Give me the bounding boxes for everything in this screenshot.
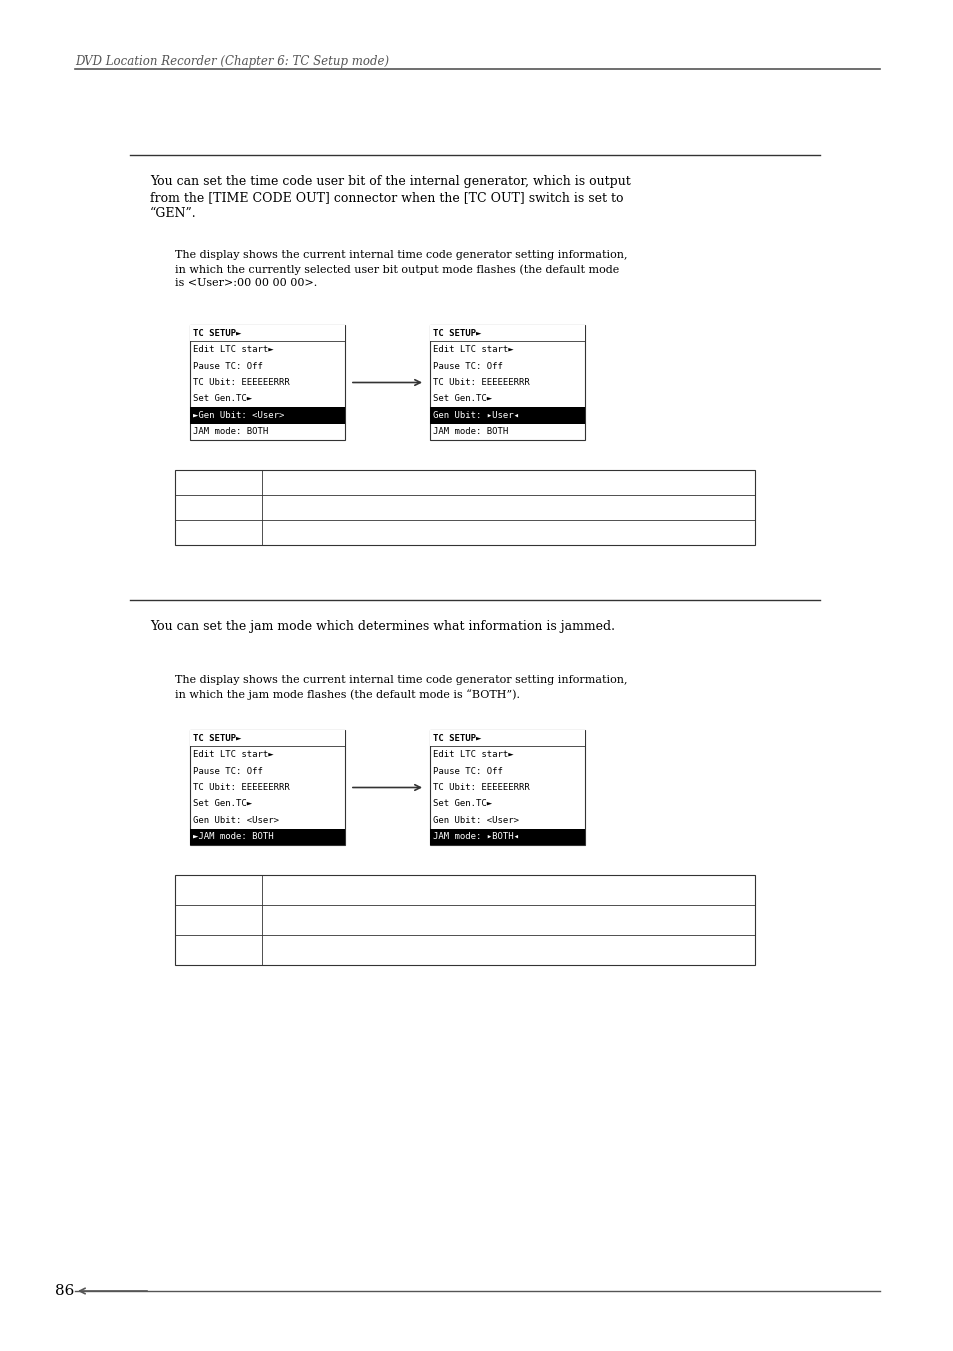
Bar <box>190 407 345 424</box>
Text: You can set the time code user bit of the internal generator, which is output: You can set the time code user bit of th… <box>150 176 630 188</box>
Bar <box>430 730 584 747</box>
Text: in which the jam mode flashes (the default mode is “BOTH”).: in which the jam mode flashes (the defau… <box>174 689 519 700</box>
Text: in which the currently selected user bit output mode flashes (the default mode: in which the currently selected user bit… <box>174 263 618 274</box>
Text: The display shows the current internal time code generator setting information,: The display shows the current internal t… <box>174 676 627 685</box>
Text: Gen Ubit: <User>: Gen Ubit: <User> <box>433 816 518 825</box>
Text: Pause TC: Off: Pause TC: Off <box>193 766 263 775</box>
Text: Gen Ubit: <User>: Gen Ubit: <User> <box>193 816 278 825</box>
Text: TC SETUP►: TC SETUP► <box>193 734 241 743</box>
Text: JAM mode: BOTH: JAM mode: BOTH <box>433 427 508 436</box>
Text: TC SETUP►: TC SETUP► <box>433 734 481 743</box>
Text: You can set the jam mode which determines what information is jammed.: You can set the jam mode which determine… <box>150 620 615 634</box>
Text: Set Gen.TC►: Set Gen.TC► <box>193 394 252 404</box>
Bar <box>174 470 754 544</box>
Text: Edit LTC start►: Edit LTC start► <box>193 345 274 354</box>
Text: TC Ubit: EEEEEERRR: TC Ubit: EEEEEERRR <box>193 784 290 792</box>
Bar <box>430 828 584 844</box>
Text: Pause TC: Off: Pause TC: Off <box>193 362 263 370</box>
Bar <box>430 730 584 844</box>
Bar <box>174 875 754 965</box>
Text: TC Ubit: EEEEEERRR: TC Ubit: EEEEEERRR <box>433 784 529 792</box>
Text: DVD Location Recorder (Chapter 6: TC Setup mode): DVD Location Recorder (Chapter 6: TC Set… <box>75 55 389 68</box>
Text: Gen Ubit: ▸User◂: Gen Ubit: ▸User◂ <box>433 411 518 420</box>
Text: TC SETUP►: TC SETUP► <box>433 328 481 338</box>
Bar <box>430 326 584 342</box>
Text: The display shows the current internal time code generator setting information,: The display shows the current internal t… <box>174 250 627 259</box>
Text: TC Ubit: EEEEEERRR: TC Ubit: EEEEEERRR <box>193 378 290 386</box>
Bar <box>190 326 345 440</box>
Text: JAM mode: ▸BOTH◂: JAM mode: ▸BOTH◂ <box>433 832 518 842</box>
Text: 86: 86 <box>55 1283 74 1298</box>
Bar <box>190 730 345 844</box>
Text: Edit LTC start►: Edit LTC start► <box>433 345 513 354</box>
Text: ►JAM mode: BOTH: ►JAM mode: BOTH <box>193 832 274 842</box>
Text: Pause TC: Off: Pause TC: Off <box>433 766 502 775</box>
Text: “GEN”.: “GEN”. <box>150 207 196 220</box>
Text: TC SETUP►: TC SETUP► <box>193 328 241 338</box>
Text: Set Gen.TC►: Set Gen.TC► <box>433 800 492 808</box>
Text: ►Gen Ubit: <User>: ►Gen Ubit: <User> <box>193 411 284 420</box>
Bar <box>190 730 345 747</box>
Text: Pause TC: Off: Pause TC: Off <box>433 362 502 370</box>
Bar <box>430 326 584 440</box>
Text: Edit LTC start►: Edit LTC start► <box>193 750 274 759</box>
Text: Set Gen.TC►: Set Gen.TC► <box>433 394 492 404</box>
Text: JAM mode: BOTH: JAM mode: BOTH <box>193 427 268 436</box>
Bar <box>430 407 584 424</box>
Text: Edit LTC start►: Edit LTC start► <box>433 750 513 759</box>
Text: from the [TIME CODE OUT] connector when the [TC OUT] switch is set to: from the [TIME CODE OUT] connector when … <box>150 190 623 204</box>
Bar <box>190 326 345 342</box>
Text: Set Gen.TC►: Set Gen.TC► <box>193 800 252 808</box>
Bar <box>190 828 345 844</box>
Text: TC Ubit: EEEEEERRR: TC Ubit: EEEEEERRR <box>433 378 529 386</box>
Text: is <User>:00 00 00 00>.: is <User>:00 00 00 00>. <box>174 278 317 288</box>
